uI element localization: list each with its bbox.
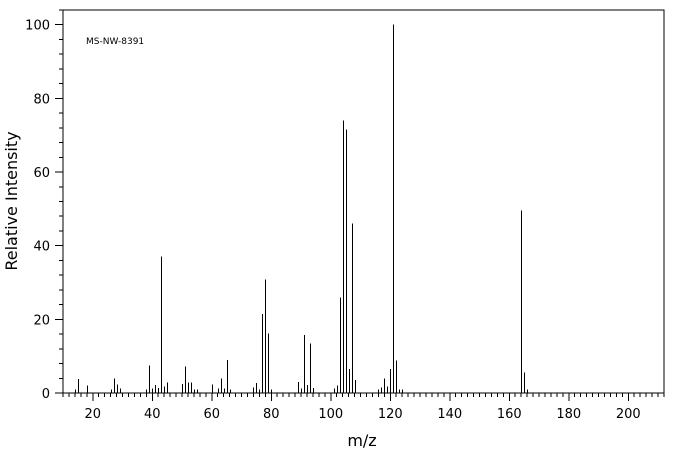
x-tick-label: 60 — [203, 407, 220, 422]
y-tick-label: 60 — [33, 166, 50, 181]
x-tick-label: 180 — [556, 407, 581, 422]
y-tick-label: 0 — [42, 387, 50, 402]
plot-frame — [62, 9, 665, 394]
y-axis-label: Relative Intensity — [2, 131, 21, 270]
x-tick-label: 20 — [84, 407, 101, 422]
y-tick-label: 40 — [33, 240, 50, 255]
x-tick-label: 100 — [318, 407, 343, 422]
y-tick-label: 100 — [25, 19, 50, 34]
x-tick-label: 160 — [497, 407, 522, 422]
spectrum-peaks — [74, 24, 529, 393]
tick-labels: 20 40 60 80 100 120 140 160 180 200 0 20 40 60 80 100 — [25, 19, 641, 422]
tick-marks — [55, 9, 665, 401]
y-tick-label: 20 — [33, 313, 50, 328]
annotation-label: MS-NW-8391 — [86, 37, 144, 47]
x-tick-label: 200 — [616, 407, 641, 422]
x-tick-label: 140 — [437, 407, 462, 422]
x-tick-label: 80 — [263, 407, 280, 422]
x-tick-label: 40 — [144, 407, 161, 422]
y-tick-label: 80 — [33, 92, 50, 107]
x-axis-label: m/z — [347, 431, 376, 450]
x-tick-label: 120 — [378, 407, 403, 422]
